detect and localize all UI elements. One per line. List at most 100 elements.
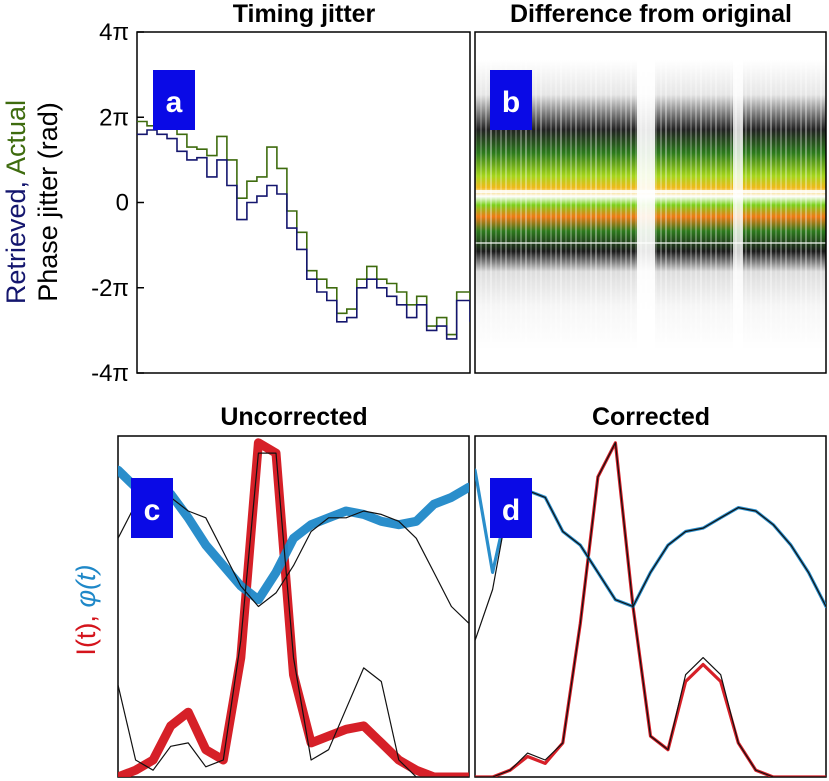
heatmap-stripe xyxy=(725,60,727,350)
panel-a-letter-box xyxy=(153,70,195,130)
panel-c-letter-box xyxy=(131,478,173,538)
heatmap-stripe xyxy=(795,60,797,350)
series-line-phase-reference xyxy=(475,490,826,642)
ylabel-comma: , xyxy=(1,175,31,189)
panel-b-letter-box xyxy=(490,70,532,130)
series-line-intensity-reference xyxy=(118,452,469,777)
heatmap-stripe xyxy=(585,60,587,350)
heatmap-stripe xyxy=(820,60,822,350)
heatmap-stripe xyxy=(595,60,597,350)
heatmap-stripe xyxy=(625,60,627,350)
panel-c-letter: c xyxy=(144,494,161,527)
heatmap-stripe xyxy=(785,60,787,350)
heatmap-stripe xyxy=(720,60,722,350)
heatmap-stripe xyxy=(805,60,807,350)
ylabel-retrieved: Retrieved xyxy=(1,189,31,305)
heatmap-stripe xyxy=(765,60,767,350)
heatmap-stripe xyxy=(525,60,527,350)
heatmap-stripe xyxy=(665,60,667,350)
heatmap-stripe xyxy=(490,60,492,350)
panel-d-letter-box xyxy=(490,478,532,538)
heatmap-stripe xyxy=(680,60,682,350)
heatmap-stripe xyxy=(485,60,487,350)
panel-a-timing-jitter: Timing jitter 4π 2π 0 -2π -4π a Retrieved, A… xyxy=(1,0,471,387)
heatmap-stripe xyxy=(790,60,792,350)
panel-c-ylabel: I(t), φ(t) xyxy=(71,564,101,655)
panel-a-ylabel-line2: Phase jitter (rad) xyxy=(33,102,63,302)
heatmap-stripe xyxy=(750,60,752,350)
heatmap-stripe xyxy=(570,60,572,350)
heatmap-stripe xyxy=(730,60,732,350)
panel-b-plot-frame xyxy=(474,31,827,374)
heatmap-stripe xyxy=(475,60,477,350)
y-tick-label: -2π xyxy=(91,275,129,302)
heatmap-stripe xyxy=(540,60,542,350)
heatmap-stripe xyxy=(715,60,717,350)
heatmap-stripe xyxy=(500,60,502,350)
panel-b-title: Difference from original xyxy=(510,0,792,28)
panel-d-letter: d xyxy=(502,494,520,527)
ylabel-comma-c: , xyxy=(71,608,101,623)
panel-c-uncorrected: Uncorrected c I(t), φ(t) xyxy=(71,403,470,778)
heatmap-stripe xyxy=(670,60,672,350)
heatmap-stripe xyxy=(505,60,507,350)
series-line-intensity-retrieved-band xyxy=(118,438,469,777)
series-line-retrieved xyxy=(137,129,470,340)
heatmap-stripe xyxy=(810,60,812,350)
y-tick-label: 2π xyxy=(99,104,129,131)
series-line-intensity-reference xyxy=(475,442,826,777)
heatmap-stripe xyxy=(605,60,607,350)
series-line-phase-reference xyxy=(118,490,469,625)
panel-d-corrected: Corrected d xyxy=(474,403,827,778)
heatmap-stripe xyxy=(675,60,677,350)
heatmap-stripe xyxy=(530,60,532,350)
panel-d-title: Corrected xyxy=(592,403,710,431)
heatmap-stripe xyxy=(620,60,622,350)
heatmap-stripe xyxy=(770,60,772,350)
ylabel-intensity: I(t) xyxy=(71,623,101,656)
panel-a-y-axis-label: Retrieved, Actual Phase jitter (rad) xyxy=(1,100,63,304)
heatmap-stripe xyxy=(630,60,632,350)
heatmap-stripe xyxy=(685,60,687,350)
panel-a-title: Timing jitter xyxy=(233,0,376,28)
panel-d-lines xyxy=(475,441,826,777)
heatmap-stripe xyxy=(635,60,637,350)
heatmap-stripe xyxy=(610,60,612,350)
heatmap-stripe xyxy=(660,60,662,350)
heatmap-stripe xyxy=(560,60,562,350)
heatmap-stripe xyxy=(745,60,747,350)
heatmap-stripe xyxy=(565,60,567,350)
heatmap-stripe xyxy=(775,60,777,350)
heatmap-stripe xyxy=(690,60,692,350)
heatmap-stripe xyxy=(710,60,712,350)
heatmap-stripe xyxy=(550,60,552,350)
panel-b-difference-heatmap: Difference from original b xyxy=(474,0,827,374)
heatmap-stripe xyxy=(815,60,817,350)
panel-b-letter: b xyxy=(502,86,520,119)
heatmap-stripe xyxy=(495,60,497,350)
panel-c-y-axis-label: I(t), φ(t) xyxy=(71,564,101,655)
heatmap-stripe xyxy=(800,60,802,350)
heatmap-stripe xyxy=(590,60,592,350)
heatmap-stripe xyxy=(520,60,522,350)
y-tick-label: -4π xyxy=(91,360,129,387)
heatmap-stripe xyxy=(510,60,512,350)
heatmap-stripe xyxy=(515,60,517,350)
heatmap-stripe xyxy=(580,60,582,350)
y-tick-label: 0 xyxy=(116,190,129,217)
heatmap-stripe xyxy=(700,60,702,350)
panel-c-title: Uncorrected xyxy=(220,403,367,431)
panel-c-lines xyxy=(118,438,469,777)
heatmap-stripe xyxy=(535,60,537,350)
panel-a-ylabel-line1: Retrieved, Actual xyxy=(1,100,31,304)
heatmap-stripe xyxy=(480,60,482,350)
y-tick-label: 4π xyxy=(99,19,129,46)
heatmap-stripe xyxy=(695,60,697,350)
heatmap-stripe xyxy=(555,60,557,350)
ylabel-actual: Actual xyxy=(1,100,31,175)
heatmap-stripe xyxy=(545,60,547,350)
heatmap-stripe xyxy=(705,60,707,350)
panel-a-lines xyxy=(137,118,470,340)
heatmap-stripe xyxy=(655,60,657,350)
